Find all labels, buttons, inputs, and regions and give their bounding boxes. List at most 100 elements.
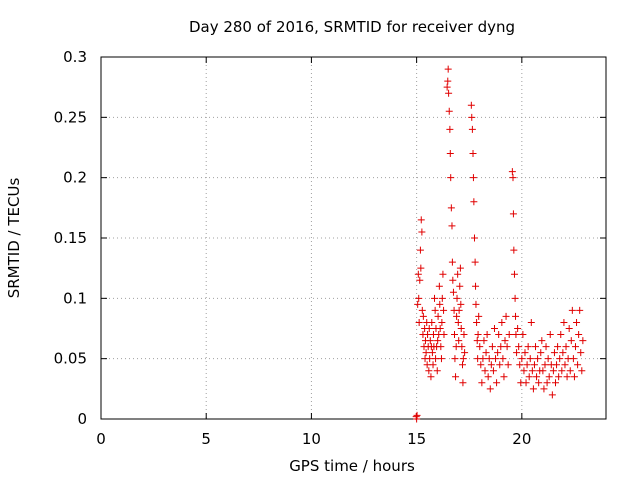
data-point [485, 355, 493, 363]
y-tick-label: 0.05 [54, 350, 87, 368]
data-point [519, 331, 527, 339]
data-point [500, 373, 508, 381]
x-tick-label: 10 [302, 430, 321, 448]
data-point [428, 349, 436, 357]
data-point [516, 361, 524, 369]
y-tick-label: 0.2 [63, 169, 87, 187]
data-point [431, 294, 439, 302]
data-point [526, 355, 534, 363]
data-point [521, 349, 529, 357]
data-point [472, 282, 480, 290]
data-point [496, 361, 504, 369]
data-point [567, 337, 575, 345]
data-point [568, 306, 576, 314]
data-point [439, 270, 447, 278]
data-point [434, 312, 442, 320]
data-point [535, 379, 543, 387]
data-point [416, 246, 424, 254]
data-point [473, 318, 481, 326]
data-point [469, 150, 477, 158]
data-point [443, 83, 451, 91]
data-point [578, 367, 586, 375]
data-point [575, 331, 583, 339]
data-point [573, 318, 581, 326]
x-axis-label: GPS time / hours [289, 457, 415, 475]
data-point [449, 276, 457, 284]
data-point [512, 312, 520, 320]
data-point [523, 361, 531, 369]
data-point [446, 150, 454, 158]
data-point [454, 270, 462, 278]
data-point [459, 379, 467, 387]
data-point [416, 276, 424, 284]
data-point [538, 337, 546, 345]
data-point [432, 355, 440, 363]
data-point [543, 379, 551, 387]
data-point [504, 361, 512, 369]
data-point [545, 373, 553, 381]
data-point [541, 361, 549, 369]
data-point [437, 343, 445, 351]
data-point [446, 125, 454, 133]
data-point [574, 361, 582, 369]
data-point [429, 361, 437, 369]
data-point [455, 337, 463, 345]
data-point [438, 294, 446, 302]
data-point [569, 355, 577, 363]
data-point [502, 312, 510, 320]
data-point [489, 367, 497, 375]
data-point [479, 355, 487, 363]
data-point [566, 367, 574, 375]
data-point [418, 306, 426, 314]
data-point [520, 367, 528, 375]
data-point [513, 349, 521, 357]
x-tick-label: 15 [407, 430, 426, 448]
data-point [460, 331, 468, 339]
data-points [412, 65, 587, 423]
data-point [527, 318, 535, 326]
data-point [537, 349, 545, 357]
data-point [486, 385, 494, 393]
data-point [415, 318, 423, 326]
data-point [445, 89, 453, 97]
data-point [475, 312, 483, 320]
data-point [431, 306, 439, 314]
data-point [503, 343, 511, 351]
data-point [481, 367, 489, 375]
data-point [453, 294, 461, 302]
data-point [474, 331, 482, 339]
data-point [452, 373, 460, 381]
data-point [559, 349, 567, 357]
data-point [492, 355, 500, 363]
data-point [505, 331, 513, 339]
data-point [473, 337, 481, 345]
data-point [533, 373, 541, 381]
data-point [419, 312, 427, 320]
data-point [515, 343, 523, 351]
y-tick-label: 0.3 [63, 48, 87, 66]
data-point [444, 65, 452, 73]
x-tick-label: 0 [96, 430, 106, 448]
data-point [570, 373, 578, 381]
data-point [427, 373, 435, 381]
data-point [426, 337, 434, 345]
data-point [509, 210, 517, 218]
data-point [438, 318, 446, 326]
y-tick-label: 0.25 [54, 108, 87, 126]
data-point [455, 306, 463, 314]
data-point [488, 343, 496, 351]
y-tick-label: 0 [77, 410, 87, 428]
data-point [524, 343, 532, 351]
data-point [539, 367, 547, 375]
data-point [447, 174, 455, 182]
data-point [553, 361, 561, 369]
y-tick-label: 0.1 [63, 289, 87, 307]
data-point [497, 343, 505, 351]
x-tick-label: 5 [201, 430, 211, 448]
data-point [532, 343, 540, 351]
y-axis-label: SRMTID / TECUs [5, 178, 23, 299]
data-point [555, 373, 563, 381]
data-point [534, 355, 542, 363]
data-point [508, 168, 516, 176]
